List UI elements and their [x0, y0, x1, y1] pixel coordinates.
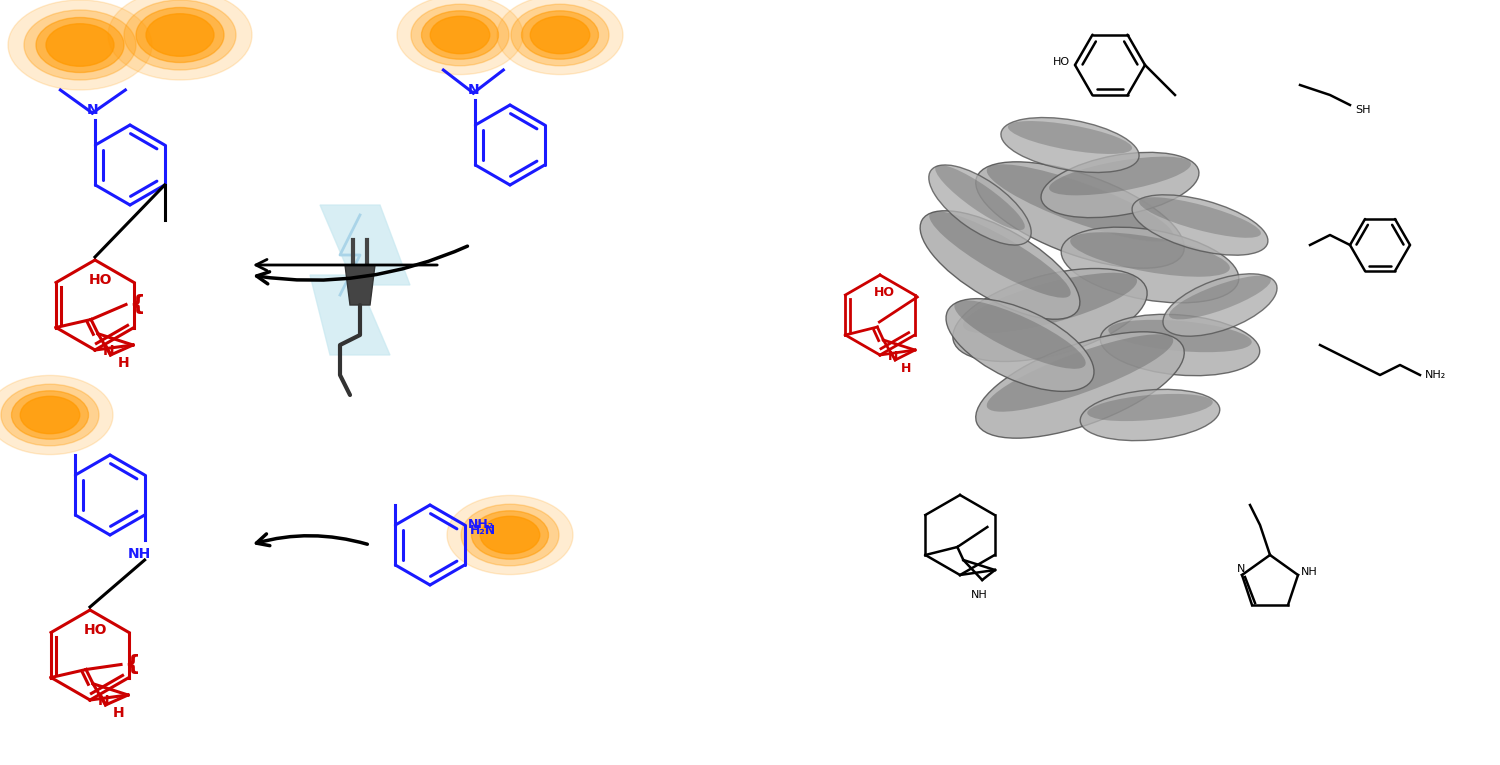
Ellipse shape [952, 269, 1148, 362]
Ellipse shape [460, 504, 560, 566]
Text: NH: NH [970, 590, 987, 600]
Ellipse shape [36, 18, 124, 73]
Ellipse shape [512, 4, 609, 66]
Ellipse shape [531, 16, 590, 54]
Ellipse shape [146, 14, 214, 57]
Ellipse shape [1048, 157, 1191, 195]
Ellipse shape [1168, 275, 1270, 320]
Ellipse shape [480, 516, 540, 554]
Ellipse shape [1132, 195, 1268, 256]
Text: N: N [888, 350, 898, 363]
Text: HO: HO [873, 285, 894, 298]
Ellipse shape [471, 511, 549, 559]
Ellipse shape [954, 300, 1086, 369]
Ellipse shape [1138, 197, 1262, 238]
Ellipse shape [934, 165, 1024, 230]
Text: NH₂: NH₂ [1425, 370, 1446, 380]
Ellipse shape [1060, 227, 1239, 303]
Text: H: H [112, 706, 125, 720]
Ellipse shape [1041, 152, 1199, 218]
Text: NH₂: NH₂ [468, 519, 494, 532]
Text: H₂N: H₂N [470, 523, 496, 536]
Ellipse shape [1008, 121, 1132, 154]
Ellipse shape [1000, 118, 1138, 172]
Polygon shape [345, 265, 375, 305]
Ellipse shape [24, 10, 136, 80]
Ellipse shape [0, 376, 112, 454]
Text: {: { [124, 655, 140, 675]
Ellipse shape [411, 4, 509, 66]
Ellipse shape [1101, 314, 1260, 376]
Ellipse shape [522, 11, 599, 59]
Ellipse shape [496, 0, 622, 75]
Ellipse shape [963, 273, 1137, 334]
Ellipse shape [108, 0, 252, 80]
Ellipse shape [124, 0, 236, 70]
Text: N: N [468, 83, 478, 97]
Ellipse shape [1162, 274, 1276, 336]
Text: HO: HO [1053, 57, 1070, 67]
Ellipse shape [1088, 394, 1214, 421]
Text: N: N [98, 694, 109, 708]
Ellipse shape [987, 164, 1173, 242]
Ellipse shape [975, 162, 1185, 269]
Ellipse shape [987, 334, 1173, 412]
Ellipse shape [46, 24, 114, 67]
Ellipse shape [8, 0, 152, 90]
Text: N: N [1238, 564, 1245, 574]
Text: SH: SH [1354, 105, 1371, 115]
Polygon shape [310, 205, 410, 355]
Ellipse shape [1070, 233, 1230, 277]
Ellipse shape [136, 8, 224, 63]
Ellipse shape [1108, 320, 1251, 352]
Text: HO: HO [84, 623, 106, 636]
Ellipse shape [398, 0, 524, 75]
Text: N: N [102, 344, 114, 358]
Text: H: H [902, 362, 912, 375]
Ellipse shape [928, 165, 1030, 245]
Text: NH: NH [128, 547, 152, 561]
Text: H: H [117, 356, 129, 370]
Ellipse shape [12, 391, 88, 439]
Ellipse shape [930, 211, 1071, 298]
Text: NH: NH [1300, 567, 1318, 577]
Ellipse shape [422, 11, 498, 59]
Ellipse shape [1080, 389, 1220, 441]
Text: {: { [129, 295, 146, 314]
Ellipse shape [946, 298, 1094, 392]
Ellipse shape [920, 210, 1080, 319]
Ellipse shape [21, 396, 80, 434]
Ellipse shape [447, 496, 573, 575]
Text: HO: HO [88, 272, 112, 287]
Ellipse shape [975, 332, 1185, 438]
Ellipse shape [430, 16, 489, 54]
Text: N: N [87, 103, 98, 117]
Ellipse shape [2, 384, 99, 446]
